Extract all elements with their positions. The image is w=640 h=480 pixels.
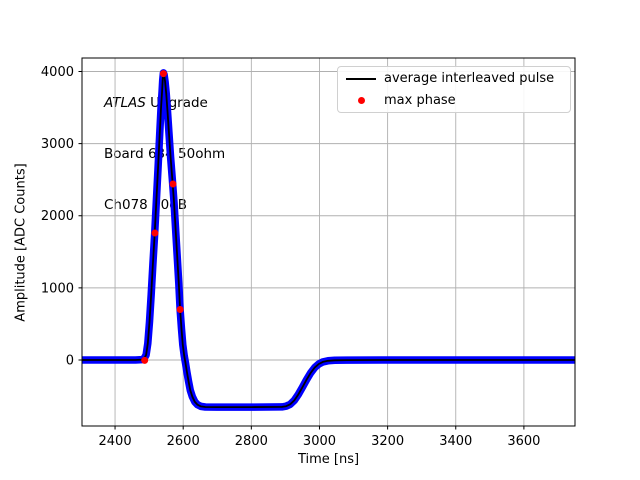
legend-label-average-pulse: average interleaved pulse — [384, 71, 555, 86]
annotation-experiment-name: ATLAS — [104, 95, 146, 111]
y-tick-label: 4000 — [41, 65, 74, 80]
max-phase-dot — [169, 180, 177, 188]
legend-dot-marker — [357, 97, 365, 104]
x-tick-label: 2800 — [235, 434, 268, 449]
legend-swatch-area — [338, 77, 384, 80]
x-axis-label: Time [ns] — [297, 452, 360, 467]
legend: average interleaved pulse max phase — [337, 66, 571, 113]
y-tick-label: 1000 — [41, 281, 74, 296]
x-tick-label: 3200 — [371, 434, 404, 449]
max-phase-dot — [176, 306, 184, 314]
legend-swatch-area — [338, 97, 384, 104]
y-tick-label: 0 — [66, 354, 74, 369]
legend-line-swatch — [346, 77, 376, 80]
max-phase-dot — [141, 356, 149, 364]
x-tick-label: 2600 — [167, 434, 200, 449]
pulse-marker-band — [82, 69, 575, 411]
axes-frame — [81, 57, 576, 427]
x-tick-label: 3600 — [507, 434, 540, 449]
x-tick-label: 3000 — [303, 434, 336, 449]
y-tick-label: 2000 — [41, 209, 74, 224]
x-tick-label: 3400 — [439, 434, 472, 449]
max-phase-dot — [159, 70, 167, 78]
y-tick-label: 3000 — [41, 137, 74, 152]
legend-label-max-phase: max phase — [384, 93, 456, 108]
max-phase-dot — [151, 229, 159, 237]
x-tick-label: 2400 — [99, 434, 132, 449]
legend-item-max-phase: max phase — [338, 90, 570, 111]
legend-item-average-pulse: average interleaved pulse — [338, 68, 570, 89]
